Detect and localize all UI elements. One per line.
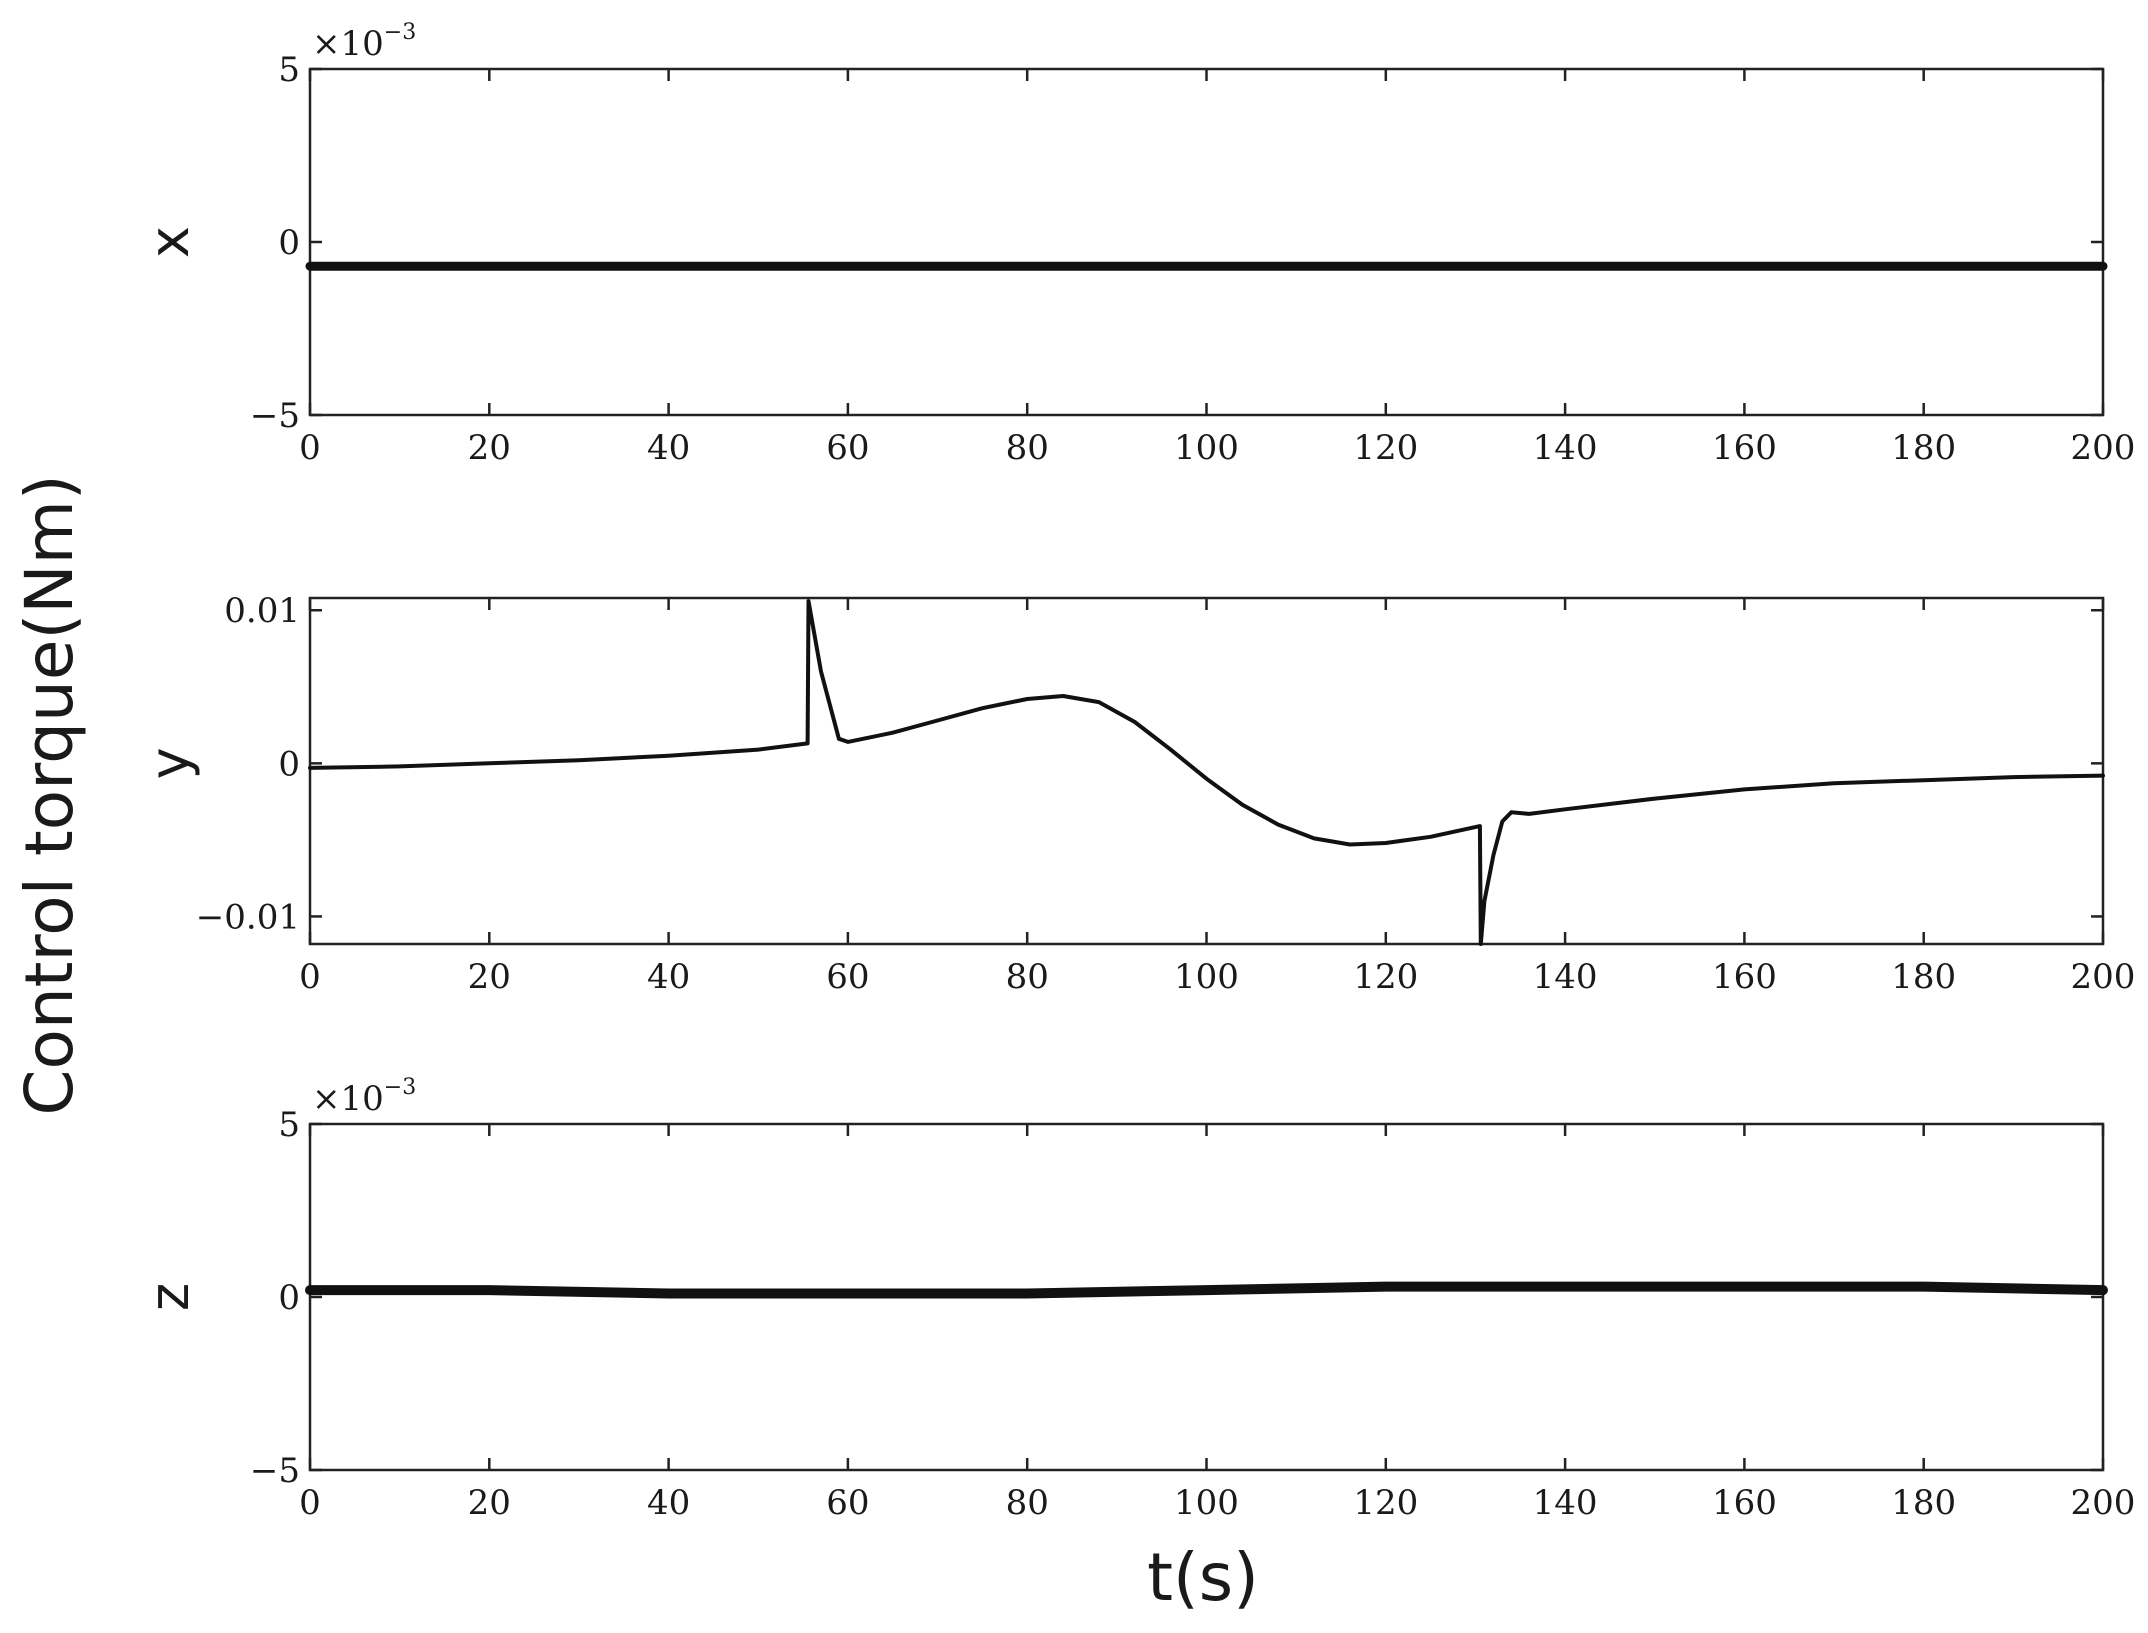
- x-tick-label: 120: [1353, 957, 1418, 997]
- subplot-y: 0 20 40 60 80 100 120 140 160 180 200 −0.01 0 0.01 y: [138, 591, 2135, 997]
- x-tick-label: 180: [1891, 957, 1956, 997]
- x-tick-label: 180: [1891, 428, 1956, 468]
- x-tick-label: 160: [1712, 957, 1777, 997]
- x-tick-label: 80: [1006, 957, 1049, 997]
- plot-frame: [308, 1122, 2105, 1472]
- y-exponent-label: ×10−3: [312, 20, 416, 64]
- x-tick-label: 40: [647, 957, 690, 997]
- y-tick-label: −0.01: [196, 897, 300, 937]
- y-tick-label: 0: [278, 1278, 300, 1318]
- x-tick-label: 0: [299, 957, 321, 997]
- x-tick-label: 200: [2071, 428, 2136, 468]
- x-tick-label: 80: [1006, 1483, 1049, 1523]
- x-tick-label: 60: [826, 1483, 869, 1523]
- y-tick-label: −5: [250, 396, 300, 436]
- y-axis-label: Control torque(Nm): [11, 474, 88, 1115]
- x-tick-label: 100: [1174, 957, 1239, 997]
- x-tick-label: 100: [1174, 1483, 1239, 1523]
- x-tick-label: 140: [1533, 1483, 1598, 1523]
- x-tick-label: 140: [1533, 428, 1598, 468]
- x-axis-label: t(s): [1147, 1539, 1259, 1616]
- y-tick-label: 5: [278, 1105, 300, 1145]
- y-tick-label: −5: [250, 1451, 300, 1491]
- panel-label-x: x: [138, 226, 201, 258]
- plot-frame: [308, 67, 2105, 417]
- x-tick-label: 120: [1353, 1483, 1418, 1523]
- subplot-z: 0 20 40 60 80 100 120 140 160 180 200−505×10−3z: [138, 1075, 2135, 1523]
- x-tick-label: 200: [2071, 1483, 2136, 1523]
- x-tick-label: 0: [299, 1483, 321, 1523]
- plot-frame: [308, 596, 2105, 946]
- x-tick-label: 120: [1353, 428, 1418, 468]
- x-tick-label: 20: [468, 957, 511, 997]
- y-tick-label: 0: [278, 744, 300, 784]
- series-line-y: [308, 599, 2105, 946]
- y-tick-label: 5: [278, 50, 300, 90]
- x-tick-label: 60: [826, 957, 869, 997]
- x-tick-label: 40: [647, 428, 690, 468]
- x-tick-label: 0: [299, 428, 321, 468]
- y-tick-label: 0: [278, 223, 300, 263]
- x-tick-label: 20: [468, 1483, 511, 1523]
- panel-label-z: z: [138, 1283, 201, 1311]
- subplot-x: 0 20 40 60 80 100 120 140 160 180 200−505×10−3x: [138, 20, 2135, 468]
- x-tick-label: 100: [1174, 428, 1239, 468]
- x-tick-label: 140: [1533, 957, 1598, 997]
- x-tick-label: 200: [2071, 957, 2136, 997]
- x-tick-label: 160: [1712, 428, 1777, 468]
- x-tick-label: 60: [826, 428, 869, 468]
- x-tick-label: 80: [1006, 428, 1049, 468]
- y-exponent-label: ×10−3: [312, 1075, 416, 1119]
- x-tick-label: 160: [1712, 1483, 1777, 1523]
- subplots: 0 20 40 60 80 100 120 140 160 180 200−505×10−3x0 20…: [138, 20, 2135, 1523]
- x-tick-label: 20: [468, 428, 511, 468]
- x-tick-label: 180: [1891, 1483, 1956, 1523]
- panel-label-y: y: [138, 747, 201, 779]
- x-tick-label: 40: [647, 1483, 690, 1523]
- y-tick-label: 0.01: [224, 591, 300, 631]
